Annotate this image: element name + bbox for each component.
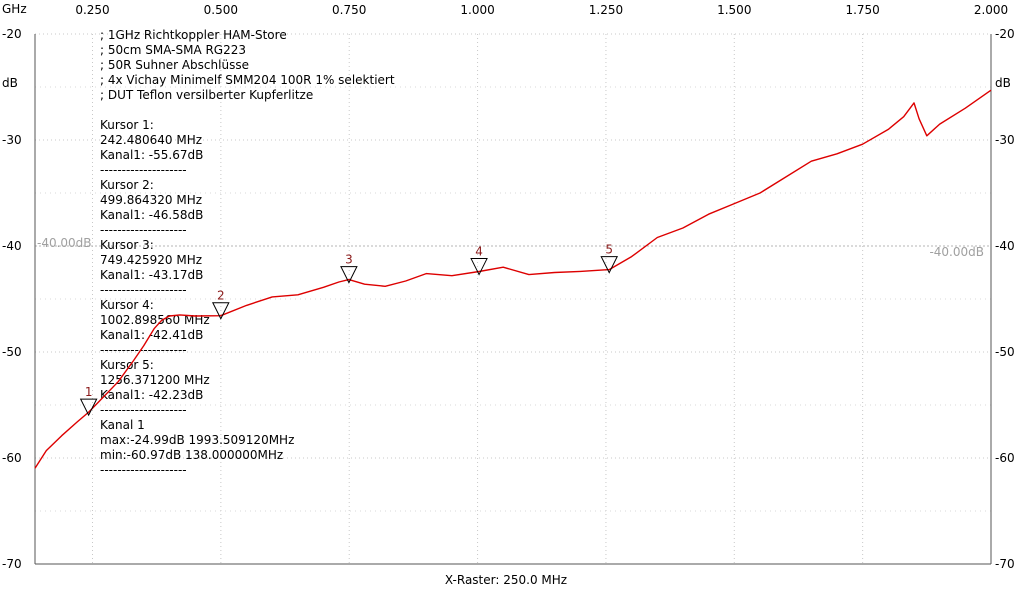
marker-triangle (211, 302, 230, 320)
y-tick-label-left: -40 (2, 239, 22, 253)
cursor-readout-line: Kursor 5: (100, 358, 154, 372)
y-tick-labels-left: -20 -30 -40 -50 -60 -70 (2, 27, 22, 571)
y-tick-label-left: -70 (2, 557, 22, 571)
cursor-readout-line: -------------------- (100, 343, 187, 357)
y-unit-label-right: dB (995, 76, 1011, 90)
cursor-readout-line: 242.480640 MHz (100, 133, 202, 147)
cursor-readout-line: -------------------- (100, 283, 187, 297)
note-line: ; 50cm SMA-SMA RG223 (100, 43, 246, 57)
series-line (34, 89, 992, 469)
y-tick-label-left: -60 (2, 451, 22, 465)
note-line: ; 50R Suhner Abschlüsse (100, 58, 249, 72)
x-tick-label: 1.750 (845, 3, 879, 17)
cursor-readout-line: Kanal1: -42.23dB (100, 388, 203, 402)
x-tick-label: 0.750 (332, 3, 366, 17)
marker-label: 3 (345, 253, 353, 267)
x-tick-labels: 0.250 0.500 0.750 1.000 1.250 1.500 1.750 2.000 (75, 3, 1008, 17)
cursor-readout-line: Kursor 4: (100, 298, 154, 312)
cursor-readout-line: 1002.898560 MHz (100, 313, 210, 327)
cursor-readout-line: max:-24.99dB 1993.509120MHz (100, 433, 294, 447)
cursor-readout-line: Kursor 3: (100, 238, 154, 252)
cursor-readout-line: Kanal1: -55.67dB (100, 148, 203, 162)
cursor-readout-line: Kanal1: -42.41dB (100, 328, 203, 342)
cursor-readout-line: Kursor 1: (100, 118, 154, 132)
y-tick-label-right: -60 (995, 451, 1015, 465)
annotation-notes: ; 1GHz Richtkoppler HAM-Store; 50cm SMA-… (100, 28, 395, 102)
x-tick-label: 0.500 (204, 3, 238, 17)
x-tick-label: 0.250 (75, 3, 109, 17)
y-tick-label-left: -30 (2, 133, 22, 147)
cursor-readout-line: -------------------- (100, 163, 187, 177)
cursor-readout-line: Kanal 1 (100, 418, 145, 432)
x-unit-label: GHz (2, 2, 27, 16)
marker-triangle (79, 398, 98, 417)
marker-label: 1 (85, 385, 93, 399)
y-tick-label-right: -40 (995, 239, 1015, 253)
marker-label: 5 (605, 243, 613, 257)
series-group (34, 89, 992, 469)
marker: 5 (600, 243, 619, 274)
cursor-readout-line: 749.425920 MHz (100, 253, 202, 267)
cursor-readout-line: -------------------- (100, 463, 187, 477)
plot-frame (34, 34, 992, 565)
reference-label-right: -40.00dB (929, 245, 984, 259)
cursor-readout-line: min:-60.97dB 138.000000MHz (100, 448, 283, 462)
marker-triangle (600, 256, 619, 274)
x-tick-label: 2.000 (974, 3, 1008, 17)
x-tick-label: 1.250 (589, 3, 623, 17)
x-tick-label: 1.000 (460, 3, 494, 17)
marker-group: 1 2 3 4 5 (79, 243, 619, 417)
y-tick-label-left: -20 (2, 27, 22, 41)
x-raster-label: X-Raster: 250.0 MHz (445, 573, 567, 587)
marker-label: 4 (475, 245, 483, 259)
note-line: ; DUT Teflon versilberter Kupferlitze (100, 88, 313, 102)
cursor-readout-line: 499.864320 MHz (100, 193, 202, 207)
note-line: ; 4x Vichay Minimelf SMM204 100R 1% sele… (100, 73, 395, 87)
marker-triangle (340, 266, 358, 284)
y-tick-label-right: -20 (995, 27, 1015, 41)
marker: 3 (340, 253, 358, 284)
marker-triangle (470, 258, 488, 276)
marker: 1 (79, 385, 98, 417)
marker: 4 (470, 245, 488, 276)
cursor-readout-line: Kursor 2: (100, 178, 154, 192)
reference-label-left: -40.00dB (37, 236, 92, 250)
y-tick-label-left: -50 (2, 345, 22, 359)
cursor-readout-line: -------------------- (100, 223, 187, 237)
note-line: ; 1GHz Richtkoppler HAM-Store (100, 28, 287, 42)
y-unit-label-left: dB (2, 76, 18, 90)
y-tick-label-right: -70 (995, 557, 1015, 571)
cursor-readout-line: Kanal1: -43.17dB (100, 268, 203, 282)
marker-label: 2 (217, 289, 225, 303)
marker: 2 (211, 289, 230, 320)
cursor-readout-line: 1256.371200 MHz (100, 373, 210, 387)
y-tick-label-right: -30 (995, 133, 1015, 147)
x-tick-label: 1.500 (717, 3, 751, 17)
cursor-readout-line: Kanal1: -46.58dB (100, 208, 203, 222)
cursor-readout-line: -------------------- (100, 403, 187, 417)
y-tick-label-right: -50 (995, 345, 1015, 359)
y-tick-labels-right: -20 -30 -40 -50 -60 -70 (995, 27, 1015, 571)
